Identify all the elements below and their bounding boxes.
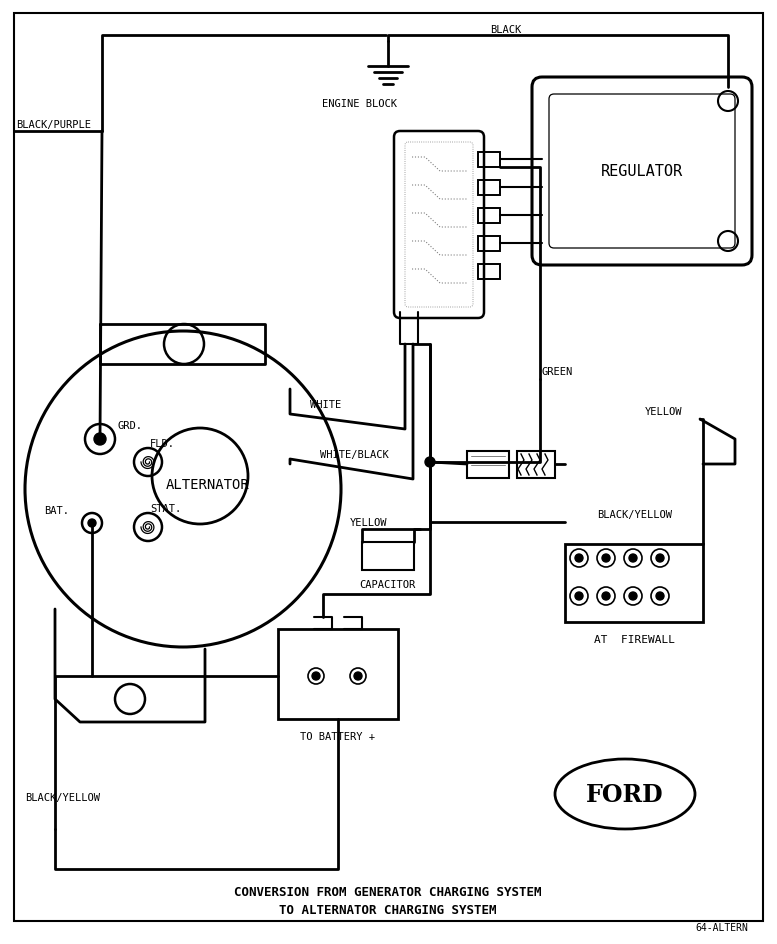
Text: CONVERSION FROM GENERATOR CHARGING SYSTEM: CONVERSION FROM GENERATOR CHARGING SYSTE… <box>234 885 542 899</box>
Text: GRD.: GRD. <box>118 421 143 430</box>
Circle shape <box>656 593 664 600</box>
Text: REGULATOR: REGULATOR <box>601 164 683 179</box>
Circle shape <box>602 554 610 563</box>
Bar <box>517 451 555 479</box>
Circle shape <box>602 593 610 600</box>
Circle shape <box>312 672 320 681</box>
Circle shape <box>629 554 637 563</box>
Circle shape <box>656 554 664 563</box>
Text: BLACK: BLACK <box>490 25 521 35</box>
Circle shape <box>350 668 366 684</box>
Text: 64-ALTERN: 64-ALTERN <box>695 922 748 932</box>
Bar <box>478 153 500 168</box>
Circle shape <box>354 672 362 681</box>
Text: ALTERNATOR: ALTERNATOR <box>166 478 250 492</box>
Text: TO BATTERY +: TO BATTERY + <box>301 732 375 741</box>
Circle shape <box>575 593 583 600</box>
Text: WHITE: WHITE <box>310 399 341 410</box>
Bar <box>478 264 500 279</box>
Text: STAT.: STAT. <box>150 503 181 514</box>
Bar <box>565 545 703 622</box>
Text: WHITE/BLACK: WHITE/BLACK <box>320 449 388 460</box>
Bar <box>467 451 509 479</box>
Text: GREEN: GREEN <box>542 366 573 377</box>
Text: ENGINE BLOCK: ENGINE BLOCK <box>322 99 398 109</box>
Text: BLACK/YELLOW: BLACK/YELLOW <box>597 510 672 519</box>
Text: YELLOW: YELLOW <box>350 517 388 528</box>
Text: YELLOW: YELLOW <box>645 407 682 416</box>
Text: BAT.: BAT. <box>44 505 69 515</box>
Bar <box>362 543 414 570</box>
Text: AT  FIREWALL: AT FIREWALL <box>594 634 674 645</box>
Bar <box>278 630 398 719</box>
Circle shape <box>88 519 96 528</box>
Bar <box>478 181 500 195</box>
Bar <box>478 209 500 224</box>
Circle shape <box>425 458 435 467</box>
Circle shape <box>575 554 583 563</box>
Circle shape <box>94 433 106 446</box>
Text: FORD: FORD <box>586 783 664 806</box>
Circle shape <box>308 668 324 684</box>
Bar <box>478 237 500 252</box>
Text: CAPACITOR: CAPACITOR <box>359 580 415 589</box>
Text: BLACK/YELLOW: BLACK/YELLOW <box>25 792 100 802</box>
Circle shape <box>629 593 637 600</box>
Text: FLD.: FLD. <box>150 439 175 448</box>
Text: BLACK/PURPLE: BLACK/PURPLE <box>16 120 91 130</box>
Text: TO ALTERNATOR CHARGING SYSTEM: TO ALTERNATOR CHARGING SYSTEM <box>279 902 497 916</box>
